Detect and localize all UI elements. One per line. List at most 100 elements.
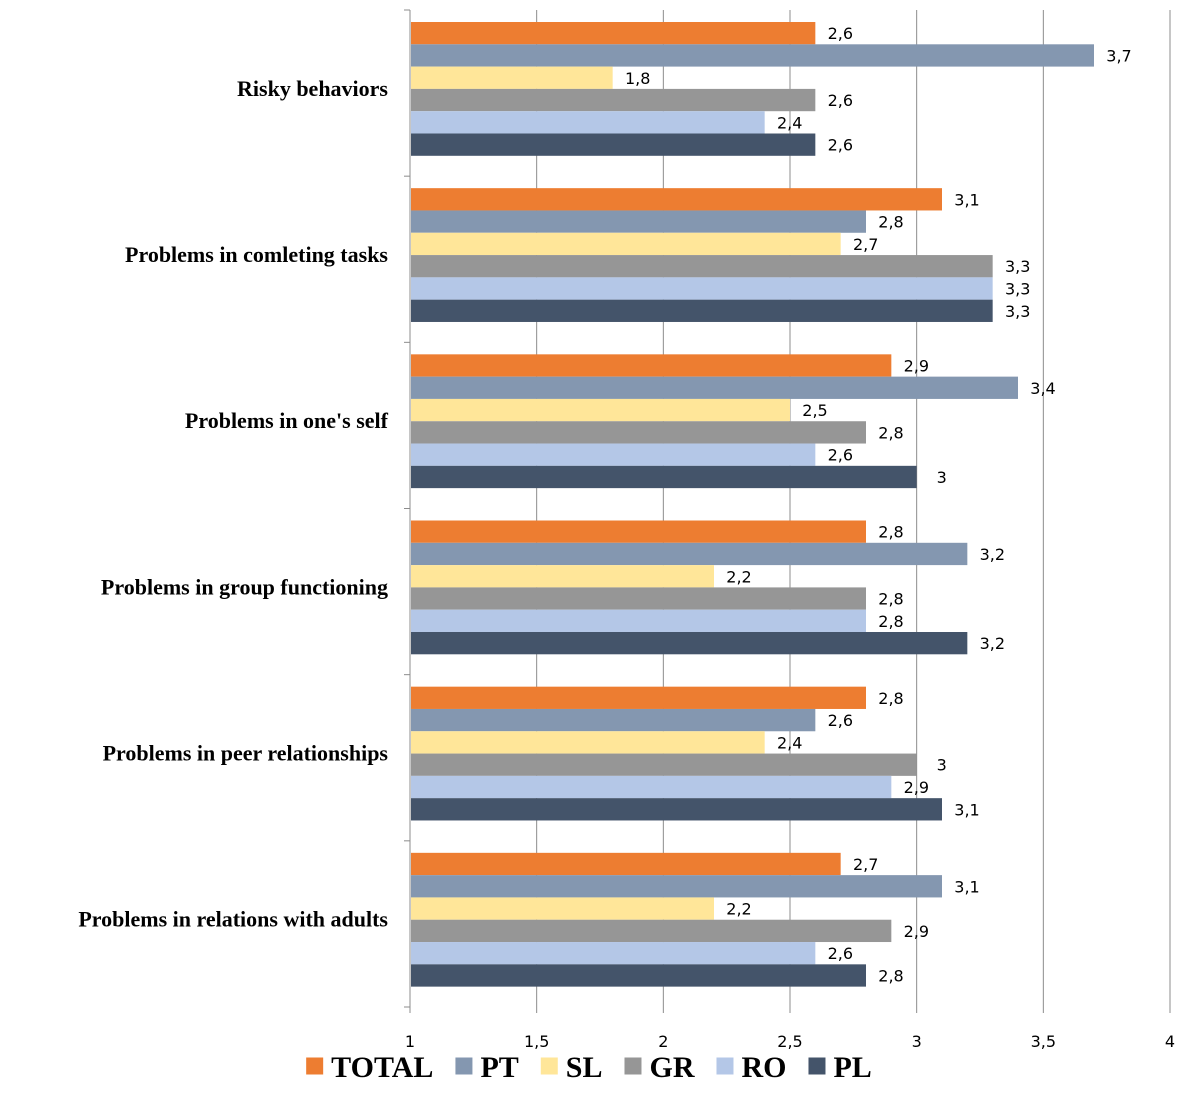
data-label: 2,9	[904, 356, 929, 375]
bar	[411, 66, 613, 89]
x-tick-label: 2,5	[777, 1032, 802, 1051]
data-label: 2,8	[878, 523, 903, 542]
data-label: 1,8	[625, 69, 650, 88]
bar	[411, 686, 866, 709]
category-label: Problems in group functioning	[101, 574, 388, 599]
bar	[411, 133, 816, 156]
bar	[411, 210, 866, 233]
data-label: 2,6	[828, 711, 853, 730]
bar	[411, 255, 993, 278]
data-label: 2,8	[878, 966, 903, 985]
data-label: 2,6	[828, 446, 853, 465]
legend-swatch	[624, 1057, 642, 1075]
x-tick-label: 2	[658, 1032, 668, 1051]
data-labels: 2,63,71,82,62,42,63,12,82,73,33,33,32,93…	[625, 24, 1132, 985]
bar	[411, 798, 942, 821]
bar	[411, 897, 714, 920]
data-label: 3,1	[954, 800, 979, 819]
bar	[411, 731, 765, 754]
legend-swatch	[306, 1057, 324, 1075]
category-labels: Risky behaviors Problems in comleting tas…	[78, 76, 388, 932]
data-label: 3	[937, 756, 947, 775]
bar	[411, 587, 866, 610]
x-tick-label: 4	[1165, 1032, 1175, 1051]
bar	[411, 964, 866, 987]
data-label: 2,2	[726, 567, 751, 586]
data-label: 2,6	[828, 24, 853, 43]
x-tick-label: 1,5	[524, 1032, 549, 1051]
bar	[411, 565, 714, 588]
legend-label: RO	[741, 1051, 786, 1084]
category-label: Problems in comleting tasks	[125, 242, 388, 267]
data-label: 3,3	[1005, 302, 1030, 321]
bar	[411, 188, 942, 211]
data-label: 2,8	[878, 689, 903, 708]
data-label: 3,3	[1005, 280, 1030, 299]
data-label: 2,2	[726, 900, 751, 919]
bar	[411, 919, 892, 943]
legend: TOTAL PT SL GR RO PL	[306, 1051, 872, 1084]
data-label: 3,2	[980, 545, 1005, 564]
category-label: Problems in relations with adults	[78, 907, 388, 932]
bar	[411, 277, 993, 300]
bar	[411, 22, 816, 45]
bar	[411, 421, 866, 444]
x-tick-label: 1	[405, 1032, 415, 1051]
bar	[411, 875, 942, 898]
data-label: 2,7	[853, 235, 878, 254]
legend-label: PL	[833, 1051, 871, 1084]
bars	[411, 22, 1094, 987]
x-tick-labels: 1 1,5 2 2,5 3 3,5 4	[405, 1032, 1175, 1051]
bar	[411, 376, 1018, 399]
x-tick-label: 3,5	[1031, 1032, 1056, 1051]
gridlines	[536, 10, 1171, 1007]
legend-swatch	[716, 1057, 734, 1075]
bar	[411, 465, 917, 489]
data-label: 3,1	[954, 877, 979, 896]
bar	[411, 299, 993, 322]
data-label: 2,8	[878, 213, 903, 232]
data-label: 3	[937, 468, 947, 487]
legend-label: PT	[480, 1051, 518, 1084]
bar	[411, 542, 968, 566]
data-label: 2,9	[904, 778, 929, 797]
data-label: 3,7	[1106, 46, 1131, 65]
bar	[411, 852, 841, 876]
data-label: 2,8	[878, 423, 903, 442]
legend-swatch	[455, 1057, 473, 1075]
legend-swatch	[540, 1057, 558, 1075]
data-label: 3,1	[954, 190, 979, 209]
category-label: Risky behaviors	[237, 76, 388, 101]
bar	[411, 520, 866, 543]
bar	[411, 443, 816, 466]
bar	[411, 942, 816, 965]
bar	[411, 775, 892, 799]
y-axis	[404, 9, 1171, 1013]
data-label: 2,9	[904, 922, 929, 941]
data-label: 2,7	[853, 855, 878, 874]
data-label: 3,4	[1030, 379, 1055, 398]
data-label: 2,8	[878, 612, 903, 631]
bar	[411, 44, 1094, 67]
legend-swatch	[808, 1057, 826, 1075]
bar	[411, 708, 816, 732]
data-label: 2,4	[777, 113, 802, 132]
bar	[411, 753, 917, 776]
data-label: 2,6	[828, 136, 853, 155]
bar	[411, 88, 816, 112]
category-label: Problems in peer relationships	[103, 741, 389, 766]
bar	[411, 354, 892, 377]
bar	[411, 111, 765, 134]
bar	[411, 232, 841, 256]
legend-label: GR	[649, 1051, 694, 1084]
data-label: 3,3	[1005, 257, 1030, 276]
legend-label: TOTAL	[331, 1051, 433, 1084]
bar	[411, 632, 968, 655]
data-label: 2,5	[802, 401, 827, 420]
data-label: 2,8	[878, 590, 903, 609]
data-label: 2,4	[777, 733, 802, 752]
bar	[411, 398, 790, 422]
data-label: 2,6	[828, 944, 853, 963]
category-label: Problems in one's self	[185, 408, 389, 433]
x-tick-label: 3	[912, 1032, 922, 1051]
